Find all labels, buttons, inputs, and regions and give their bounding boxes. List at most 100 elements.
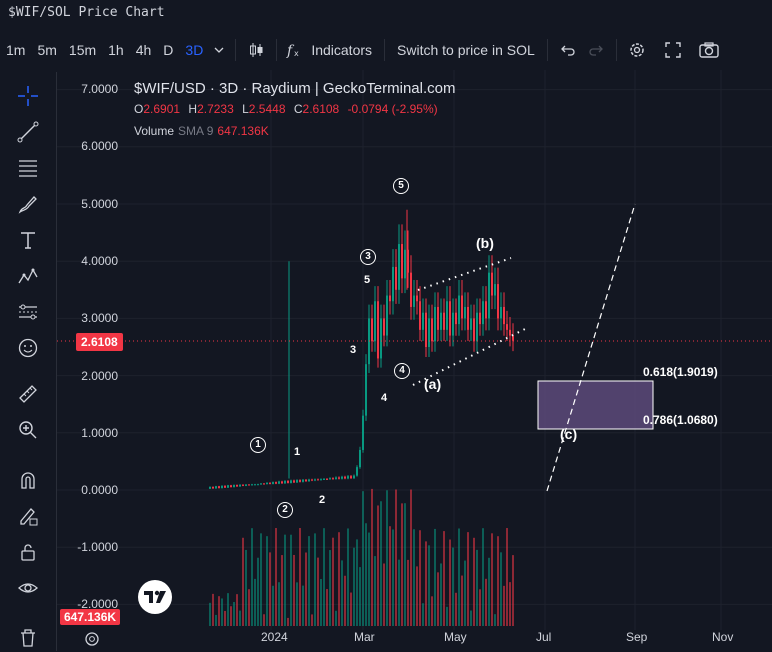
projection-line xyxy=(546,203,636,492)
volume-bar xyxy=(332,537,334,626)
candle-body xyxy=(239,484,241,487)
candle-body xyxy=(464,306,466,319)
settings-icon[interactable] xyxy=(623,36,651,64)
candle-body xyxy=(506,324,508,330)
timeframe-5m[interactable]: 5m xyxy=(37,42,57,58)
eye-icon[interactable] xyxy=(14,574,42,602)
candle-body xyxy=(509,329,511,336)
volume-bar xyxy=(449,539,451,626)
fib-target-box xyxy=(537,380,654,430)
price-axis-label: 6.0000 xyxy=(81,139,118,153)
change-value: -0.0794 (-2.95%) xyxy=(347,102,438,116)
candle-body xyxy=(212,486,214,489)
fib-icon[interactable] xyxy=(14,154,42,182)
volume-bar xyxy=(314,533,316,626)
subwave-2-label: 2 xyxy=(319,494,326,506)
undo-icon[interactable] xyxy=(554,36,582,64)
candle-body xyxy=(446,301,448,330)
volume-bar xyxy=(254,578,256,626)
wave-b-label: (b) xyxy=(476,235,494,251)
candle-body xyxy=(455,312,457,325)
candle-body xyxy=(443,312,445,330)
candle-body xyxy=(266,482,268,485)
volume-bar xyxy=(347,528,349,626)
volume-bar xyxy=(395,489,397,626)
volume-bar xyxy=(473,537,475,626)
volume-bar xyxy=(308,536,310,626)
volume-bar xyxy=(464,560,466,626)
brush-icon[interactable] xyxy=(14,190,42,218)
volume-bar xyxy=(290,534,292,626)
chevron-down-icon[interactable] xyxy=(209,36,229,64)
ohlc-readout: O2.6901 H2.7233 L2.5448 C2.6108 -0.0794 … xyxy=(134,102,443,116)
timeframe-1m[interactable]: 1m xyxy=(6,42,26,58)
forecast-icon[interactable] xyxy=(14,298,42,326)
volume-bar xyxy=(293,554,295,626)
candle-body xyxy=(278,481,280,484)
axis-settings-icon[interactable] xyxy=(84,631,100,647)
trendline-icon[interactable] xyxy=(14,118,42,146)
volume-bar xyxy=(320,579,322,626)
candle-body xyxy=(263,483,265,485)
indicators-button[interactable]: Indicators xyxy=(311,42,373,58)
volume-bar xyxy=(215,614,217,626)
candle-body xyxy=(422,312,424,330)
timeframe-1h[interactable]: 1h xyxy=(108,42,124,58)
candle-body xyxy=(503,306,505,325)
svg-text:f: f xyxy=(286,43,295,59)
volume-bar xyxy=(383,563,385,626)
magnet-icon[interactable] xyxy=(14,466,42,494)
high-label: H xyxy=(188,102,198,116)
volume-bar xyxy=(302,585,304,626)
trash-icon[interactable] xyxy=(14,624,42,652)
candles-icon[interactable] xyxy=(242,36,270,64)
lock-icon[interactable] xyxy=(14,538,42,566)
toolbar-divider xyxy=(615,39,617,61)
pattern-icon[interactable] xyxy=(14,262,42,290)
timeframe-d[interactable]: D xyxy=(163,42,174,58)
price-axis-label: 2.0000 xyxy=(81,369,118,383)
zoom-icon[interactable] xyxy=(14,416,42,444)
wave-2-label: 2 xyxy=(277,502,293,518)
timeframe-4h[interactable]: 4h xyxy=(135,42,152,58)
redo-icon[interactable] xyxy=(582,36,610,64)
ruler-icon[interactable] xyxy=(14,380,42,408)
candle-body xyxy=(269,482,271,484)
candle-body xyxy=(251,484,253,486)
candle-body xyxy=(317,479,319,481)
volume-bar xyxy=(422,603,424,626)
timeframe-15m[interactable]: 15m xyxy=(68,42,97,58)
time-axis-label: May xyxy=(444,630,467,644)
volume-bar xyxy=(398,559,400,626)
crosshair-icon[interactable] xyxy=(14,82,42,110)
candle-body xyxy=(260,483,262,485)
high-value: 2.7233 xyxy=(197,102,234,116)
volume-bar xyxy=(257,557,259,626)
volume-bar xyxy=(467,532,469,626)
price-axis-label: 5.0000 xyxy=(81,197,118,211)
price-chart[interactable] xyxy=(57,70,772,651)
tradingview-logo[interactable] xyxy=(138,580,172,614)
candle-body xyxy=(320,479,322,481)
svg-text:x: x xyxy=(294,49,299,58)
volume-bar xyxy=(278,582,280,626)
volume-bar xyxy=(239,610,241,626)
text-icon[interactable] xyxy=(14,226,42,254)
candle-body xyxy=(257,484,259,486)
candle-body xyxy=(245,484,247,486)
candle-body xyxy=(293,480,295,483)
switch-price-button[interactable]: Switch to price in SOL xyxy=(397,42,535,58)
emoji-icon[interactable] xyxy=(14,334,42,362)
fib-786-label: 0.786(1.0680) xyxy=(643,413,718,427)
candle-body xyxy=(380,318,382,359)
timeframe-3d[interactable]: 3D xyxy=(185,42,204,58)
lock-draw-icon[interactable] xyxy=(14,502,42,530)
candle-body xyxy=(254,484,256,486)
volume-bar xyxy=(479,589,481,626)
fullscreen-icon[interactable] xyxy=(659,36,687,64)
camera-icon[interactable] xyxy=(695,36,723,64)
volume-bar xyxy=(428,545,430,626)
close-label: C xyxy=(293,102,303,116)
